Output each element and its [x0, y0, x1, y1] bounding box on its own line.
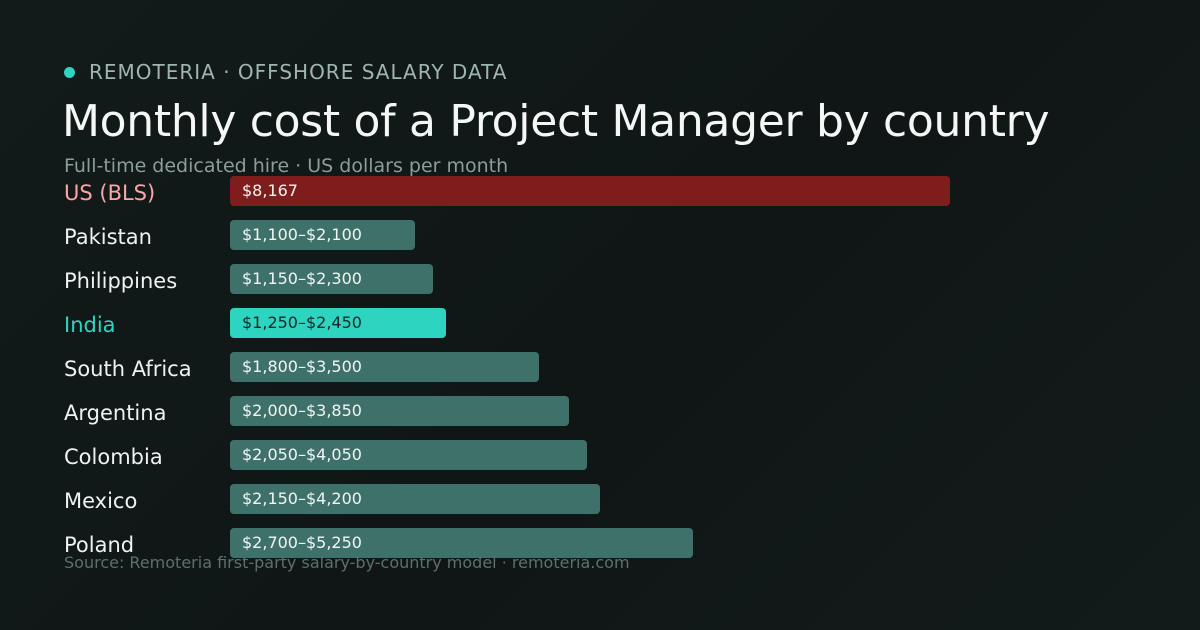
brand-header: REMOTERIA · OFFSHORE SALARY DATA [64, 60, 507, 84]
bar-value-label: $1,800–$3,500 [242, 357, 362, 376]
bar-value-label: $2,150–$4,200 [242, 489, 362, 508]
brand-label: REMOTERIA · OFFSHORE SALARY DATA [89, 60, 508, 84]
bar: $2,050–$4,050 [230, 440, 587, 470]
bar: $2,000–$3,850 [230, 396, 569, 426]
bar: $1,800–$3,500 [230, 352, 539, 382]
bar-row: Philippines $1,150–$2,300 [0, 264, 1200, 294]
bar-row: India $1,250–$2,450 [0, 308, 1200, 338]
category-label: Colombia [64, 445, 163, 469]
brand-dot-icon [64, 66, 75, 78]
bar: $2,700–$5,250 [230, 528, 693, 558]
bar-value-label: $2,000–$3,850 [242, 401, 362, 420]
bar: $1,150–$2,300 [230, 264, 433, 294]
category-label: Philippines [64, 269, 178, 293]
bar-value-label: $2,050–$4,050 [242, 445, 362, 464]
category-label: Argentina [64, 401, 167, 425]
bar-value-label: $1,250–$2,450 [242, 313, 362, 332]
bar: $2,150–$4,200 [230, 484, 600, 514]
bar-row: South Africa $1,800–$3,500 [0, 352, 1200, 382]
bar-value-label: $2,700–$5,250 [242, 533, 362, 552]
bar-value-label: $1,150–$2,300 [242, 269, 362, 288]
bar-row: Colombia $2,050–$4,050 [0, 440, 1200, 470]
category-label: Mexico [64, 489, 138, 513]
category-label: India [64, 313, 116, 337]
bar: $1,100–$2,100 [230, 220, 415, 250]
bar-row: Poland $2,700–$5,250 [0, 528, 1200, 558]
category-label: US (BLS) [64, 181, 156, 205]
bar-row: Pakistan $1,100–$2,100 [0, 220, 1200, 250]
category-label: South Africa [64, 357, 192, 381]
bar: $8,167 [230, 176, 950, 206]
bar-value-label: $1,100–$2,100 [242, 225, 362, 244]
category-label: Poland [64, 533, 135, 557]
bar: $1,250–$2,450 [230, 308, 446, 338]
bar-row: Mexico $2,150–$4,200 [0, 484, 1200, 514]
category-label: Pakistan [64, 225, 152, 249]
bar-row: Argentina $2,000–$3,850 [0, 396, 1200, 426]
chart-title: Monthly cost of a Project Manager by cou… [62, 96, 1050, 147]
source-note: Source: Remoteria first-party salary-by-… [64, 553, 630, 572]
bar-row: US (BLS) $8,167 [0, 176, 1200, 206]
chart-subtitle: Full-time dedicated hire · US dollars pe… [64, 155, 509, 177]
bar-value-label: $8,167 [242, 181, 298, 200]
